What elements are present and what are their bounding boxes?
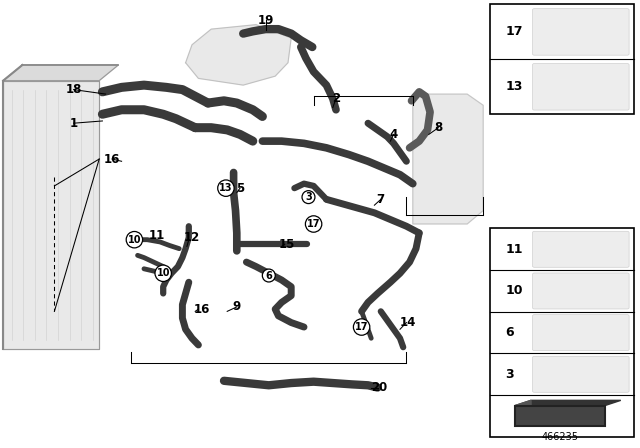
Text: 10: 10 bbox=[156, 268, 170, 278]
Text: 13: 13 bbox=[506, 80, 523, 93]
Text: 9: 9 bbox=[233, 300, 241, 314]
Polygon shape bbox=[3, 81, 99, 349]
Text: 466235: 466235 bbox=[541, 432, 579, 442]
Text: 2: 2 bbox=[332, 92, 340, 105]
Polygon shape bbox=[515, 401, 621, 405]
Text: 1: 1 bbox=[70, 116, 77, 130]
Text: 5: 5 bbox=[236, 181, 244, 195]
Text: 3: 3 bbox=[506, 368, 514, 381]
Text: 8: 8 bbox=[435, 121, 442, 134]
Text: 11: 11 bbox=[148, 228, 165, 242]
Text: 13: 13 bbox=[219, 183, 233, 193]
FancyBboxPatch shape bbox=[532, 64, 629, 110]
Text: 17: 17 bbox=[506, 26, 523, 39]
Text: 6: 6 bbox=[266, 271, 272, 280]
FancyBboxPatch shape bbox=[532, 314, 629, 351]
FancyBboxPatch shape bbox=[532, 273, 629, 309]
Text: 3: 3 bbox=[305, 192, 312, 202]
Text: 4: 4 bbox=[390, 128, 397, 141]
Polygon shape bbox=[3, 65, 118, 81]
Text: 18: 18 bbox=[65, 83, 82, 96]
Text: 16: 16 bbox=[193, 302, 210, 316]
Text: 20: 20 bbox=[371, 381, 387, 394]
FancyBboxPatch shape bbox=[532, 9, 629, 55]
Text: 16: 16 bbox=[104, 152, 120, 166]
FancyBboxPatch shape bbox=[532, 231, 629, 267]
Text: 11: 11 bbox=[506, 243, 523, 256]
Text: 7: 7 bbox=[377, 193, 385, 206]
Text: 17: 17 bbox=[355, 322, 369, 332]
Text: 6: 6 bbox=[506, 326, 514, 339]
Polygon shape bbox=[413, 94, 483, 224]
Text: 14: 14 bbox=[400, 316, 417, 329]
Bar bbox=[490, 4, 634, 114]
Text: 10: 10 bbox=[506, 284, 523, 297]
Text: 15: 15 bbox=[278, 237, 295, 251]
Bar bbox=[515, 405, 605, 426]
Polygon shape bbox=[515, 401, 531, 426]
Text: 17: 17 bbox=[307, 219, 321, 229]
Text: 12: 12 bbox=[184, 231, 200, 244]
Text: 19: 19 bbox=[257, 13, 274, 27]
Bar bbox=[490, 228, 634, 437]
FancyBboxPatch shape bbox=[532, 356, 629, 392]
Text: 10: 10 bbox=[127, 235, 141, 245]
Polygon shape bbox=[186, 25, 291, 85]
